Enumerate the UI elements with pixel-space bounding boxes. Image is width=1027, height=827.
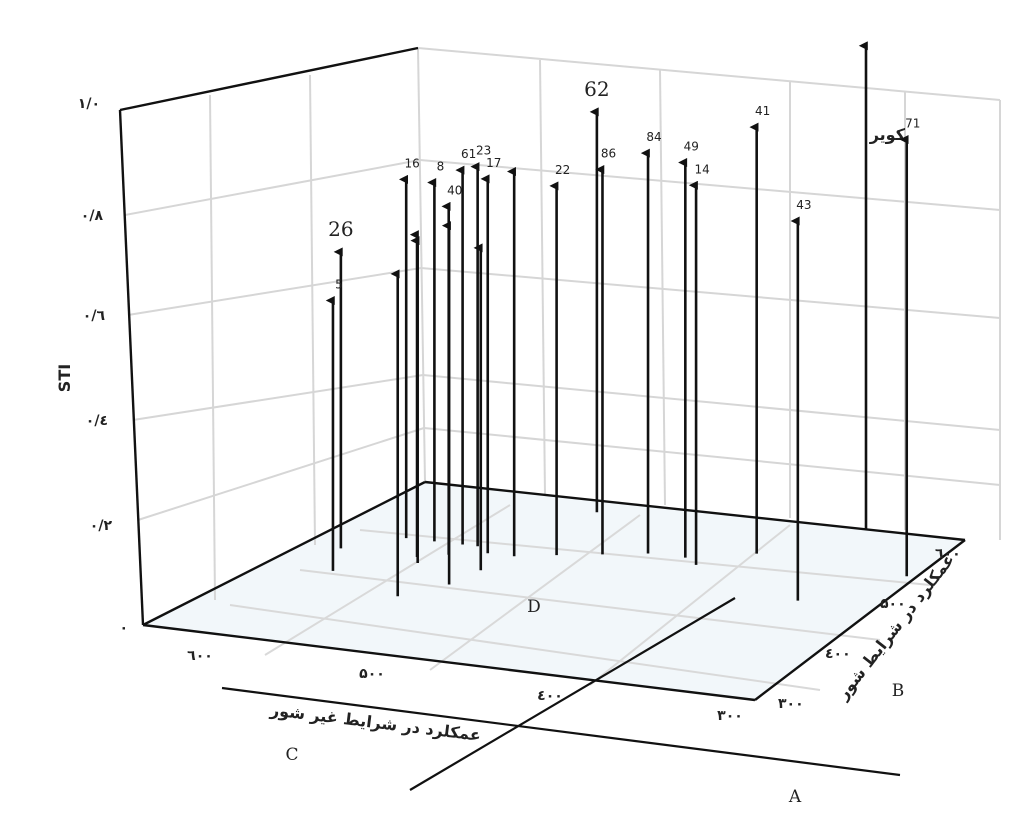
point-label: 43 xyxy=(796,198,811,212)
point-label: 71 xyxy=(905,117,920,131)
point-label: 84 xyxy=(646,130,661,144)
z-ticks: ۰ ۰/۲ ۰/٤ ۰/٦ ۰/۸ ۱/۰ xyxy=(78,96,128,636)
reference-lines xyxy=(221,597,901,791)
z-tick: ۰/٦ xyxy=(83,308,106,324)
z-tick: ۰/۲ xyxy=(90,518,113,534)
x-ticks: ٦۰۰ ۵۰۰ ٤۰۰ ۳۰۰ xyxy=(187,648,743,724)
floor-panel xyxy=(143,482,965,700)
point-label: 40 xyxy=(447,183,462,197)
point-label: 86 xyxy=(601,147,616,161)
floor-grid xyxy=(229,504,931,691)
point-label: 61 xyxy=(461,147,476,161)
point-label: 41 xyxy=(755,104,770,118)
point-label: 5 xyxy=(335,278,343,292)
quadrant-label-b: B xyxy=(892,681,905,701)
point-label: 22 xyxy=(555,163,570,177)
line-cross xyxy=(409,597,736,791)
y-tick: ۵۰۰ xyxy=(880,596,906,612)
y-tick: ٤۰۰ xyxy=(825,646,851,662)
y-tick: ٦۰۰ xyxy=(935,546,961,562)
point-label: 23 xyxy=(476,144,491,158)
z-tick: ۰/٤ xyxy=(86,413,108,429)
chart-title: کویر xyxy=(869,125,906,144)
x-tick: ۳۰۰ xyxy=(717,708,743,724)
z-tick: ۰ xyxy=(119,620,128,636)
point-label: 62 xyxy=(584,77,609,101)
back-grid xyxy=(119,47,1001,601)
x-tick: ۵۰۰ xyxy=(359,666,385,682)
point-label: 8 xyxy=(437,160,445,174)
point-label: 26 xyxy=(328,217,353,241)
z-axis-label: STI xyxy=(55,364,74,392)
z-tick: ۰/۸ xyxy=(81,208,104,224)
point-label: 17 xyxy=(486,156,501,170)
point-label: 14 xyxy=(694,162,709,176)
y-tick: ۳۰۰ xyxy=(778,696,804,712)
x-tick: ٦۰۰ xyxy=(187,648,213,664)
line-a xyxy=(221,686,901,777)
quadrant-label-a: A xyxy=(788,787,802,807)
quadrant-label-c: C xyxy=(285,745,298,765)
y-ticks: ۳۰۰ ٤۰۰ ۵۰۰ ٦۰۰ xyxy=(778,546,961,712)
x-tick: ٤۰۰ xyxy=(537,688,563,704)
point-label: 49 xyxy=(684,139,699,153)
point-label: 16 xyxy=(405,156,420,170)
z-tick: ۱/۰ xyxy=(78,96,100,112)
quadrant-label-d: D xyxy=(527,597,541,617)
